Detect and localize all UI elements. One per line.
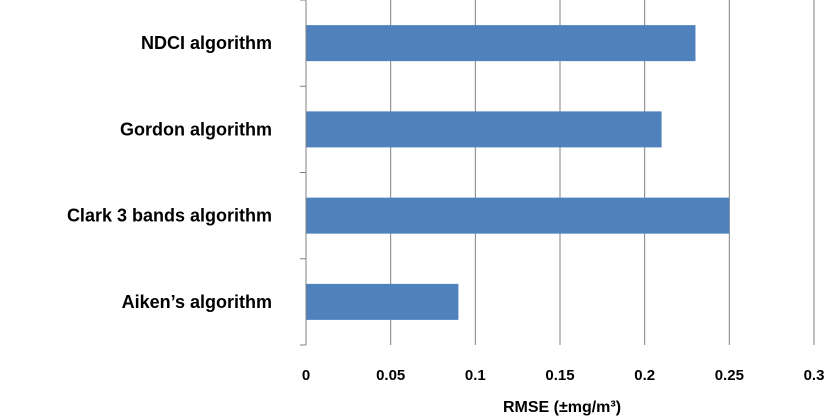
category-label: Clark 3 bands algorithm [67,206,272,226]
x-tick-label: 0.3 [804,367,825,384]
category-labels: NDCI algorithm Gordon algorithm Clark 3 ba… [67,33,272,312]
x-tick-label: 0 [302,367,310,384]
x-tick-label: 0.15 [545,367,574,384]
category-label: NDCI algorithm [141,33,272,53]
x-tick-label: 0.2 [634,367,655,384]
bar [306,283,459,320]
x-axis-title: RMSE (±mg/m³) [503,399,621,416]
x-tick-label: 0.1 [465,367,486,384]
bar [306,25,696,62]
axes [300,0,307,346]
bar [306,197,730,234]
x-tick-labels: 0 0.05 0.1 0.15 0.2 0.25 0.3 [302,367,825,384]
bar [306,111,662,148]
bars [306,25,730,320]
x-tick-label: 0.25 [715,367,744,384]
category-label: Gordon algorithm [120,119,272,139]
category-label: Aiken’s algorithm [122,292,272,312]
x-tick-label: 0.05 [376,367,405,384]
